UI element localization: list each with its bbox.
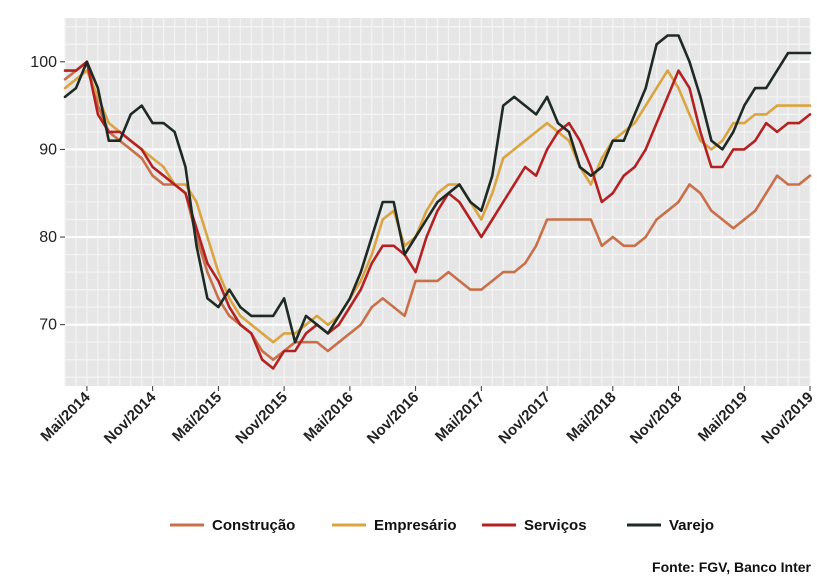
legend-label: Empresário bbox=[374, 517, 457, 534]
y-tick-label: 80 bbox=[39, 229, 57, 246]
series-line-varejo bbox=[63, 34, 812, 344]
x-tick-label: Mai/2017 bbox=[432, 389, 488, 445]
x-tick-label: Mai/2018 bbox=[563, 389, 619, 445]
x-tick-label: Nov/2019 bbox=[758, 389, 817, 448]
y-tick-label: 100 bbox=[30, 54, 57, 71]
x-tick-label: Nov/2015 bbox=[232, 389, 291, 448]
x-axis: Mai/2014 Nov/2014 Mai/2015 Nov/2015 Mai/2016… bbox=[37, 386, 817, 448]
legend-label: Varejo bbox=[669, 517, 714, 534]
x-tick-label: Mai/2019 bbox=[695, 389, 751, 445]
x-tick-label: Mai/2014 bbox=[37, 388, 94, 445]
series-line-servicos bbox=[63, 60, 812, 370]
legend: Construção Empresário Serviços Varejo bbox=[170, 517, 714, 534]
x-tick-label: Nov/2017 bbox=[495, 389, 554, 448]
legend-label: Serviços bbox=[524, 517, 587, 534]
grid bbox=[64, 18, 811, 386]
series-lines bbox=[63, 34, 812, 370]
legend-label: Construção bbox=[212, 517, 295, 534]
x-tick-label: Nov/2014 bbox=[101, 388, 160, 447]
y-tick-label: 70 bbox=[39, 317, 57, 334]
x-tick-label: Mai/2015 bbox=[169, 389, 225, 445]
x-tick-label: Nov/2016 bbox=[364, 389, 423, 448]
y-tick-label: 90 bbox=[39, 141, 57, 158]
y-axis: 70 80 90 100 bbox=[30, 54, 65, 334]
source-note: Fonte: FGV, Banco Inter bbox=[652, 559, 811, 575]
x-tick-label: Nov/2018 bbox=[627, 389, 686, 448]
x-tick-label: Mai/2016 bbox=[300, 389, 356, 445]
